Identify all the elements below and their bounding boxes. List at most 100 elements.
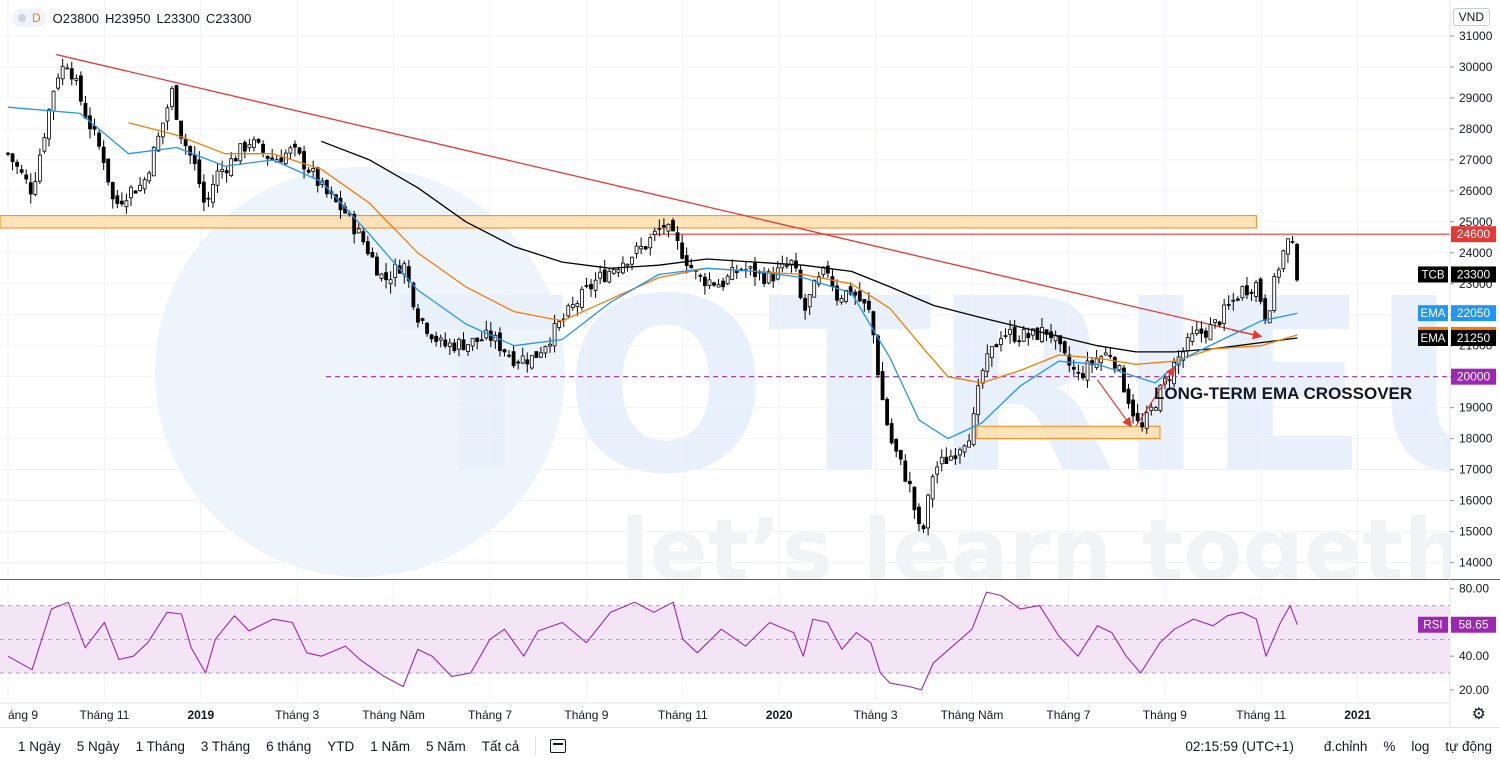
candle <box>980 368 985 389</box>
candle-body <box>311 168 316 172</box>
candle <box>643 245 648 251</box>
candle-body <box>671 220 675 232</box>
range-3m[interactable]: 3 Tháng <box>200 738 251 754</box>
candle-body <box>1012 326 1017 342</box>
candle <box>529 355 534 370</box>
candle <box>129 184 133 206</box>
candle <box>51 90 56 121</box>
candle <box>338 190 343 219</box>
price-tick-label: 24000 <box>1459 246 1493 260</box>
candle <box>384 263 388 289</box>
candle <box>56 73 61 91</box>
candle <box>967 434 971 448</box>
symbol-pill[interactable]: D <box>12 9 47 27</box>
candle <box>584 277 589 289</box>
candle-body <box>475 337 480 342</box>
candle-body <box>1167 379 1172 382</box>
range-ytd[interactable]: YTD <box>327 738 355 754</box>
candle-body <box>425 322 429 334</box>
candle-body <box>944 456 949 464</box>
candle <box>1044 329 1049 342</box>
auto-scale-toggle[interactable]: tự động <box>1445 738 1492 754</box>
adjust-toggle[interactable]: đ.chỉnh <box>1323 738 1368 754</box>
candle <box>734 264 739 280</box>
candle <box>1058 335 1063 353</box>
candle-body <box>420 318 425 321</box>
candle-body <box>183 138 188 147</box>
candle <box>447 338 452 356</box>
resistance-zone <box>0 215 1257 229</box>
range-6m[interactable]: 6 tháng <box>266 738 312 754</box>
candle-body <box>889 423 894 444</box>
price-chart[interactable]: LONG-TERM EMA CROSSOVER 14000 15000 16000 17… <box>0 0 1500 727</box>
candle-body <box>1272 276 1277 312</box>
candle <box>242 140 247 159</box>
price-tag-value-bg <box>1451 266 1496 283</box>
candle <box>1099 355 1104 371</box>
time-tick-label: Tháng 11 <box>1236 708 1286 722</box>
candle <box>370 247 375 258</box>
chart-settings-gear-icon[interactable]: ⚙ <box>1471 706 1486 723</box>
candle-body <box>416 308 420 323</box>
candle <box>352 210 357 244</box>
candle-body <box>106 158 111 183</box>
range-all[interactable]: Tất cả <box>481 738 520 754</box>
candle-body <box>611 269 616 274</box>
time-tick-label: 2020 <box>766 708 793 722</box>
log-toggle[interactable]: log <box>1411 738 1430 754</box>
candle-body <box>539 352 543 358</box>
candle-body <box>903 460 908 482</box>
candle <box>684 247 689 274</box>
candle-body <box>1140 422 1145 428</box>
candle-body <box>534 351 539 358</box>
currency-badge[interactable]: VND <box>1452 8 1490 26</box>
candle <box>411 281 416 311</box>
annotation-arrow <box>1096 379 1132 428</box>
time-tick-label: áng 9 <box>8 708 38 722</box>
candle-body <box>1017 340 1022 343</box>
candle-body <box>511 351 516 367</box>
candle-body <box>142 179 147 190</box>
candle <box>406 259 411 288</box>
candle-body <box>926 494 930 529</box>
range-5d[interactable]: 5 Ngày <box>76 738 120 754</box>
candle <box>1094 349 1099 371</box>
candle-body <box>625 263 630 267</box>
candle <box>138 176 142 192</box>
goto-date-calendar-icon[interactable] <box>550 739 567 753</box>
candle <box>880 361 885 401</box>
clock-time[interactable]: 02:15:59 (UTC+1) <box>1185 738 1294 754</box>
candle-body <box>470 337 475 347</box>
range-1d[interactable]: 1 Ngày <box>18 738 61 754</box>
candle <box>356 223 361 234</box>
candle <box>1003 328 1008 339</box>
range-5y[interactable]: 5 Năm <box>425 738 466 754</box>
candle-body <box>839 298 844 303</box>
price-tag: 20000 <box>1451 368 1496 385</box>
candle-body <box>1085 360 1090 381</box>
rsi-tick-label: 40.00 <box>1459 649 1489 663</box>
range-1m[interactable]: 1 Tháng <box>135 738 185 754</box>
candle-body <box>110 182 115 200</box>
candle-body <box>411 282 416 308</box>
range-1y[interactable]: 1 Năm <box>370 738 410 754</box>
candle-body <box>1222 304 1227 325</box>
candle <box>935 461 940 484</box>
candle <box>894 438 899 458</box>
candle <box>743 261 748 278</box>
candle-body <box>575 303 580 308</box>
candle-body <box>192 154 197 165</box>
price-tag-value: 20000 <box>1457 370 1491 384</box>
candle-body <box>580 288 584 308</box>
price-tag: TCB 23300 <box>1418 266 1496 283</box>
candle <box>156 132 161 152</box>
candle <box>543 345 548 358</box>
candle <box>1258 277 1263 305</box>
candle-body <box>1067 354 1072 366</box>
candle <box>1199 321 1204 343</box>
candle <box>133 190 138 194</box>
candle <box>958 447 962 464</box>
candle-body <box>684 255 689 266</box>
percent-toggle[interactable]: % <box>1383 738 1396 754</box>
candle <box>1049 323 1053 344</box>
